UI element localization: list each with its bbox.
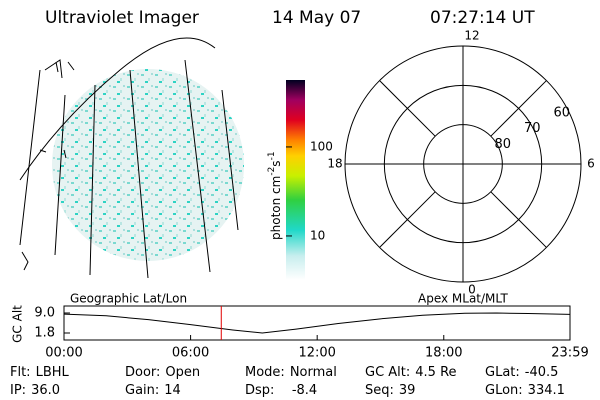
ring-label: 80 [495, 137, 512, 152]
time: 07:27:14 UT [430, 8, 535, 28]
x-tick-label: 18:00 [425, 346, 462, 361]
tick-label: 10 [310, 228, 325, 242]
footer-item: Mode: Normal [245, 365, 337, 380]
colorbar-label: photon cm-2s-1 [267, 151, 283, 240]
footer-item: Door: Open [125, 365, 200, 380]
y-label: GC Alt [11, 305, 25, 343]
lat-ring [383, 84, 543, 244]
lat-ring [423, 124, 503, 204]
ring-label: 60 [554, 105, 571, 120]
x-tick-label: 12:00 [298, 346, 335, 361]
tick-label: 100 [310, 139, 333, 153]
field-value: Open [165, 365, 200, 380]
field-label: Dsp: [245, 383, 274, 398]
label-sup: -2 [267, 167, 277, 176]
footer-item: Seq: 39 [365, 383, 415, 398]
field-label: GLat: [485, 365, 520, 380]
footer-item: Gain: 14 [125, 383, 181, 398]
field-value: 14 [164, 383, 181, 398]
polar-label: Apex MLat/MLT [418, 292, 508, 306]
field-label: Door: [125, 365, 160, 380]
field-value: 4.5 Re [415, 365, 456, 380]
date: 14 May 07 [272, 8, 361, 28]
field-value: -40.5 [525, 365, 559, 380]
mlt-label: 6 [587, 157, 595, 171]
label-part: s [269, 160, 283, 166]
footer-item: IP: 36.0 [10, 383, 60, 398]
field-value: 334.1 [528, 383, 565, 398]
field-value: 39 [399, 383, 416, 398]
mlt-label: 12 [464, 29, 479, 43]
field-label: GC Alt: [365, 365, 410, 380]
field-value: -8.4 [279, 383, 317, 398]
timeline-frame [63, 305, 571, 341]
footer-item: Dsp: -8.4 [245, 383, 317, 398]
colorbar [286, 80, 305, 280]
lat-ring [344, 45, 582, 283]
title: Ultraviolet Imager [45, 8, 199, 28]
field-label: Gain: [125, 383, 159, 398]
footer-item: GC Alt: 4.5 Re [365, 365, 457, 380]
field-label: Mode: [245, 365, 285, 380]
field-value: 36.0 [31, 383, 60, 398]
field-label: Seq: [365, 383, 394, 398]
mlt-label: 0 [468, 283, 476, 297]
mlt-label: 18 [327, 157, 342, 171]
field-label: IP: [10, 383, 26, 398]
field-label: GLon: [485, 383, 523, 398]
label-part: photon cm [269, 176, 283, 240]
image-map [19, 37, 244, 279]
x-tick-label: 00:00 [45, 346, 82, 361]
footer-item: GLat: -40.5 [485, 365, 558, 380]
altitude-line [63, 312, 571, 334]
y-tick-label: 1.8 [34, 326, 55, 341]
map-label: Geographic Lat/Lon [70, 292, 187, 306]
label-sup: -1 [267, 151, 277, 160]
x-tick-label: 23:59 [551, 346, 588, 361]
x-tick-label: 06:00 [172, 346, 209, 361]
ring-label: 70 [524, 121, 541, 136]
polar-plot [344, 45, 582, 283]
field-label: Flt: [10, 365, 31, 380]
field-value: Normal [290, 365, 337, 380]
y-tick-label: 9.0 [34, 306, 55, 321]
footer-item: GLon: 334.1 [485, 383, 565, 398]
field-value: LBHL [36, 365, 70, 380]
footer-item: Flt: LBHL [10, 365, 70, 380]
